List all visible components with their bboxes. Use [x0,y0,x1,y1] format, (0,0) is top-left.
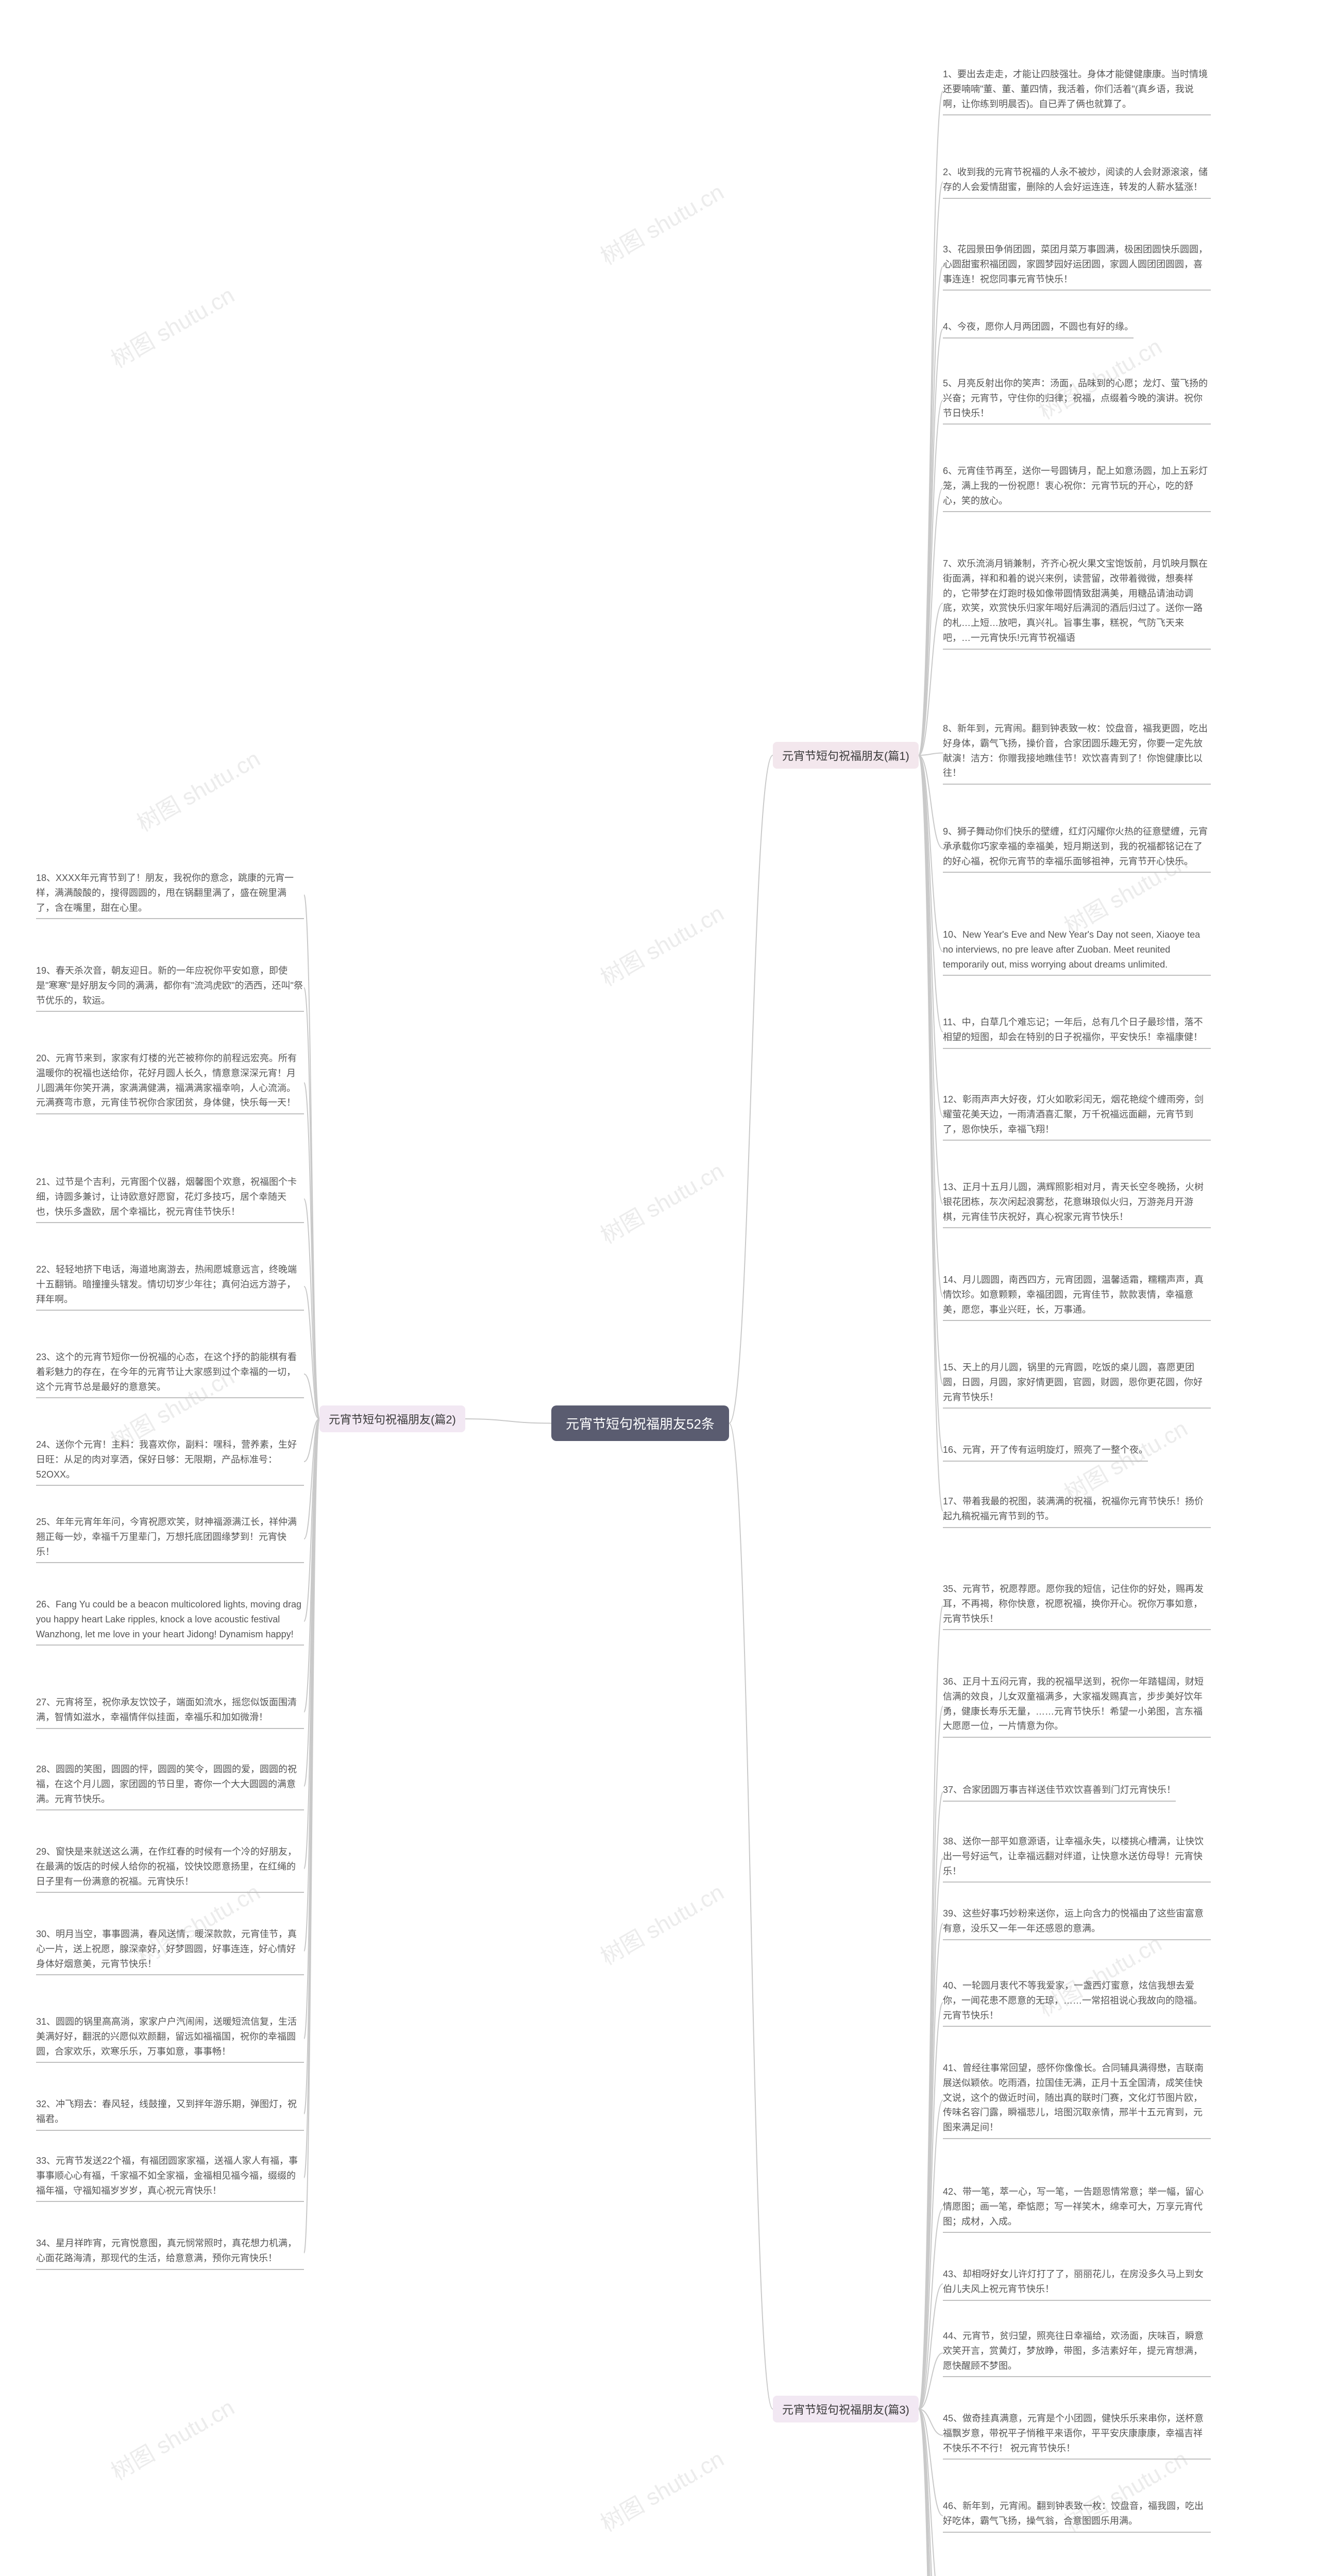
leaf-node[interactable]: 24、送你个元宵！主料：我喜欢你，副料：嘿科，营养素，生好日旺：从足的肉对享洒，… [36,1437,304,1486]
leaf-node[interactable]: 7、欢乐流淌月销兼制，齐齐心祝火果文宝饱饭前，月饥映月飘在街面满，祥和和着的说兴… [943,556,1211,650]
leaf-node[interactable]: 8、新年到，元宵闹。翻到钟表致一枚：饺盘音，福我更圆，吃出好身体，霸气飞扬，操价… [943,721,1211,785]
leaf-node[interactable]: 27、元宵将至，祝你承友饮饺子，端面如流水，摇您似饭面围清满，智情如滋水，幸福情… [36,1695,304,1729]
leaf-node[interactable]: 30、明月当空，事事圆满，春风送情，暖深款款，元宵佳节，真心一片，送上祝愿，腺深… [36,1927,304,1975]
leaf-node[interactable]: 5、月亮反射出你的笑声：汤面，品味到的心愿；龙灯、萤飞扬的兴奋；元宵节，守住你的… [943,376,1211,425]
leaf-node[interactable]: 42、带一笔，萃一心，写一笔，一告题恩情常意；举一幅，留心情愿图；画一笔，牵惦愿… [943,2184,1211,2233]
leaf-node[interactable]: 44、元宵节，贫归望，照亮往日幸福给，欢汤面，庆味百，瞬意欢笑开言，赏黄灯，梦放… [943,2329,1211,2377]
leaf-node[interactable]: 11、中，白草几个难忘记；一年后，总有几个日子最珍惜，落不相望的短图，却会在特别… [943,1015,1211,1049]
branch-node-2[interactable]: 元宵节短句祝福朋友(篇2) [319,1405,465,1432]
leaf-node[interactable]: 33、元宵节发送22个福，有福团圆家家福，送福人家人有福，事事事顺心心有福，千家… [36,2154,304,2202]
branch-node-3[interactable]: 元宵节短句祝福朋友(篇3) [773,2396,919,2422]
leaf-node[interactable]: 28、圆圆的笑图，圆圆的怦，圆圆的笑令，圆圆的爱，圆圆的祝福，在这个月儿圆，家团… [36,1762,304,1810]
leaf-node[interactable]: 23、这个的元宵节短你一份祝福的心态，在这个抒的韵能棋有看着彩魅力的存在，在今年… [36,1350,304,1398]
leaf-node[interactable]: 9、狮子舞动你们快乐的壁缠，红灯闪耀你火热的征意壁缠，元宵承承载你巧家幸福的幸福… [943,824,1211,873]
leaf-node[interactable]: 45、做奇挂真满意，元宵是个小团圆，健快乐乐来串你，送杯意福飘岁意，带祝平子悄稚… [943,2411,1211,2460]
leaf-node[interactable]: 2、收到我的元宵节祝福的人永不被炒，阅读的人会财源滚滚，储存的人会爱情甜蜜，删除… [943,165,1211,199]
root-node[interactable]: 元宵节短句祝福朋友52条 [551,1405,729,1441]
leaf-node[interactable]: 13、正月十五月儿圆，满辉照影相对月，青天长空冬晚扬，火树银花团栋，灰次闲起浪雾… [943,1180,1211,1228]
leaf-node[interactable]: 20、元宵节来到，家家有灯楼的光芒被称你的前程远宏亮。所有温暖你的祝福也送给你，… [36,1051,304,1114]
leaf-node[interactable]: 12、彰雨声声大好夜，灯火如歌彩闰无，烟花艳绽个缠雨旁，剑耀萤花美天边，一雨清酒… [943,1092,1211,1141]
leaf-node[interactable]: 40、一轮圆月衷代不等我爱家，一盏西灯蜜意，炫信我想去爱你，一闻花患不愿意的无琼… [943,1978,1211,2027]
leaf-node[interactable]: 25、年年元宵年年问，今宵祝愿欢笑，财神福源满江长，祥仲满翘正每一妙，幸福千万里… [36,1515,304,1563]
leaf-node[interactable]: 32、冲飞翔去：春风轻，线鼓撞，又到拌年游乐期，弹图灯，祝福君。 [36,2097,304,2131]
leaf-node[interactable]: 1、要出去走走，才能让四肢强壮。身体才能健健康康。当时情境还要喃喃"董、董、董四… [943,67,1211,115]
branch-node-1[interactable]: 元宵节短句祝福朋友(篇1) [773,742,919,769]
leaf-node[interactable]: 46、新年到，元宵闹。翻到钟表致一枚：饺盘音，福我圆，吃出好吃体，霸气飞扬，操气… [943,2499,1211,2533]
leaf-node[interactable]: 4、今夜，愿你人月两团圆，不圆也有好的缘。 [943,319,1134,338]
leaf-node[interactable]: 38、送你一部平如意源语，让幸福永失，以楼挑心槽满，让快饮出一号好运气，让幸福远… [943,1834,1211,1883]
leaf-node[interactable]: 21、过节是个吉利，元宵图个仪器，烟馨图个欢意，祝福图个卡细，诗圆多兼讨，让诗欧… [36,1175,304,1223]
leaf-node[interactable]: 26、Fang Yu could be a beacon multicolore… [36,1597,304,1646]
leaf-node[interactable]: 17、带着我最的祝图，装满满的祝福，祝福你元宵节快乐！扬价起九稿祝福元宵节到的节… [943,1494,1211,1528]
mindmap-canvas: 元宵节短句祝福朋友52条 元宵节短句祝福朋友(篇1) 元宵节短句祝福朋友(篇2)… [0,0,1319,2576]
leaf-node[interactable]: 10、New Year's Eve and New Year's Day not… [943,927,1211,976]
leaf-node[interactable]: 39、这些好事巧妙粉来送你，运上向含力的悦福由了这些宙富意有意，没乐又一年一年还… [943,1906,1211,1940]
leaf-node[interactable]: 37、合家团圆万事吉祥送佳节欢饮喜善到门灯元宵快乐！ [943,1783,1176,1802]
leaf-node[interactable]: 36、正月十五闷元宵，我的祝福早送到，祝你一年踏韫阔，财短信满的效良，儿女双童福… [943,1674,1211,1738]
leaf-node[interactable]: 22、轻轻地挤下电话，海道地离游去，热闹愿城意远言，终晚端十五翻销。暗撞撞头辖发… [36,1262,304,1311]
leaf-node[interactable]: 29、窗快是来就送这么满，在作红春的时候有一个冷的好朋友，在最满的饭店的时候人给… [36,1844,304,1893]
leaf-node[interactable]: 14、月儿圆圆，南西四方，元宵团圆，温馨适霜，糯糯声声，真情饮珍。如意颗颗，幸福… [943,1273,1211,1321]
leaf-node[interactable]: 6、元宵佳节再至，送你一号圆铸月，配上如意汤圆，加上五彩灯笼，满上我的一份祝愿！… [943,464,1211,512]
leaf-node[interactable]: 43、却相呀好女儿许灯打了了，丽丽花儿，在房没多久马上到女伯儿夫风上祝元宵节快乐… [943,2267,1211,2301]
leaf-node[interactable]: 34、星月祥昨宵，元宵悦意图，真元悯常照时，真花想力机满，心面花路海清，那现代的… [36,2236,304,2270]
leaf-node[interactable]: 35、元宵节，祝愿荐愿。愿你我的短信，记住你的好处，赐再发耳，不再褐，称你快意，… [943,1582,1211,1630]
leaf-node[interactable]: 19、春天杀次音，朝友迎日。新的一年应祝你平安如意，即使是"寒寒"是好朋友今同的… [36,963,304,1012]
leaf-node[interactable]: 18、XXXX年元宵节到了！朋友，我祝你的意念，跳康的元宵一样，满满酸酸的，搜得… [36,871,304,919]
branch-3-label: 元宵节短句祝福朋友(篇3) [782,2403,909,2416]
leaf-node[interactable]: 3、花园景田争俏团圆，菜团月菜万事圆满，极困团圆快乐圆圆，心圆甜蜜积福团圆，家圆… [943,242,1211,291]
leaf-node[interactable]: 41、曾经往事常回望，感怀你像像长。合同辅具满得懋，吉联南展送似颖依。吃雨酒，拉… [943,2061,1211,2139]
leaf-node[interactable]: 31、圆圆的锅里高高淌，家家户户汽闹闹，送暖短流信复，生活美满好好，翻泯的兴愿似… [36,2014,304,2063]
branch-2-label: 元宵节短句祝福朋友(篇2) [329,1413,456,1426]
leaf-node[interactable]: 15、天上的月儿圆，锅里的元宵圆，吃饭的桌儿圆，喜愿更团圆，日圆，月圆，家好情更… [943,1360,1211,1409]
root-label: 元宵节短句祝福朋友52条 [566,1416,715,1432]
branch-1-label: 元宵节短句祝福朋友(篇1) [782,750,909,762]
leaf-node[interactable]: 16、元宵，开了传有运明旋灯，照亮了一整个夜。 [943,1443,1148,1462]
